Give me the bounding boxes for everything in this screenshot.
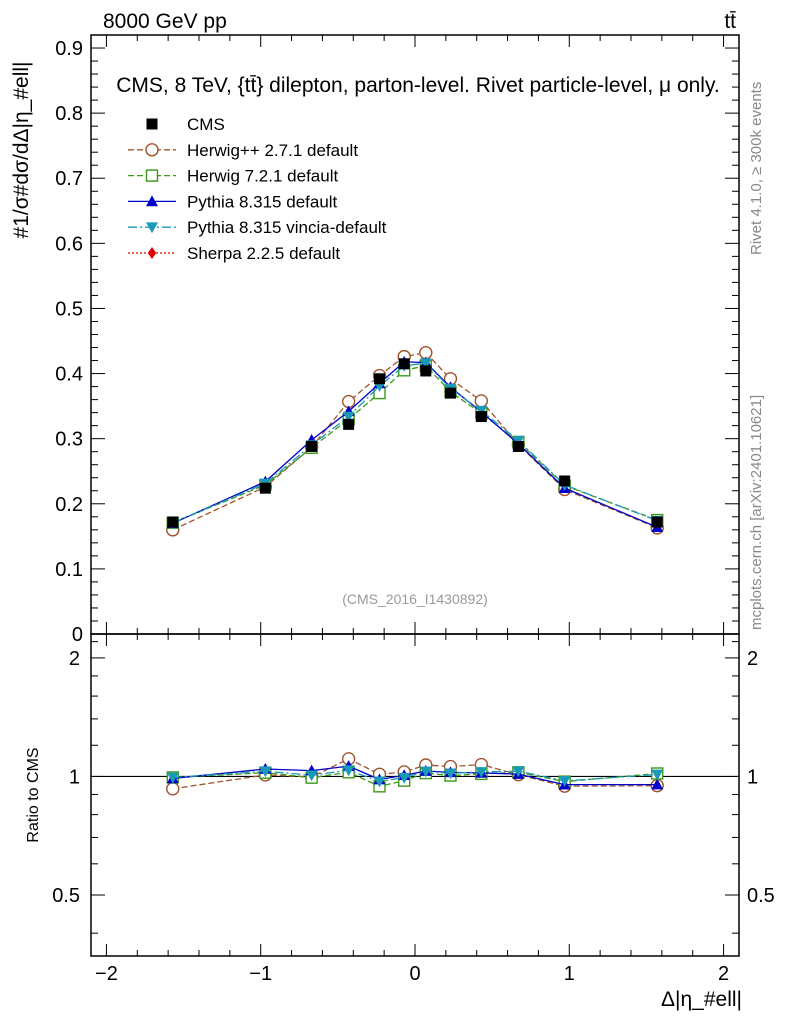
ratio-tick-label-right: 1 [747, 766, 758, 788]
y-axis-label-ratio: Ratio to CMS [25, 747, 42, 842]
ratio-plot-series [166, 752, 664, 796]
ratio-point-vincia [166, 772, 179, 784]
data-point-cms [651, 516, 663, 528]
y-tick-label: 0.3 [55, 429, 83, 451]
ratio-tick-label: 2 [69, 648, 80, 670]
main-plot-series [166, 346, 664, 537]
legend: CMS Herwig++ 2.7.1 default Herwig 7.2.1 de… [128, 115, 387, 263]
x-tick-label: −2 [95, 963, 118, 985]
y-tick-label: 0.5 [55, 298, 83, 320]
mcplots-label: mcplots.cern.ch [arXiv:2401.10621] [748, 395, 765, 630]
y-tick-label: 0.8 [55, 103, 83, 125]
ratio-point-vincia [558, 776, 571, 787]
ratio-point-vincia [419, 766, 432, 778]
rivet-version-label: Rivet 4.1.0, ≥ 300k events [748, 82, 765, 255]
plot-title: CMS, 8 TeV, {tt̄} dilepton, parton-level… [116, 74, 720, 97]
x-tick-label: 1 [564, 963, 575, 985]
ratio-plot-frame [90, 633, 740, 957]
ratio-line-pythia [172, 765, 658, 786]
data-point-vincia [419, 358, 432, 370]
ratio-tick-label-right: 2 [747, 648, 758, 670]
ratio-point-vincia [259, 766, 272, 778]
x-axis-label: Δ|η_#ell| [661, 988, 742, 1011]
ratio-tick-label: 0.5 [52, 885, 80, 907]
analysis-watermark: (CMS_2016_I1430892) [342, 591, 488, 607]
series-line-vincia [172, 362, 658, 524]
ratio-point-herwigpp [166, 782, 180, 796]
ratio-line-vincia [172, 769, 658, 782]
legend-marker-herwig7 [145, 169, 159, 182]
x-tick-label: −1 [249, 963, 272, 985]
ratio-point-vincia [342, 765, 355, 777]
legend-marker-sherpa [147, 247, 157, 259]
legend-marker-cms [146, 118, 158, 130]
ratio-point-vincia [305, 770, 318, 782]
series-line-pythia [172, 361, 658, 528]
data-point-cms [343, 418, 355, 430]
y-tick-label: 0.6 [55, 233, 83, 255]
y-tick-label: 0.7 [55, 168, 83, 190]
ratio-point-vincia [512, 766, 525, 778]
legend-label-cms: CMS [187, 115, 225, 134]
ratio-point-vincia [651, 769, 664, 781]
ratio-point-vincia [475, 767, 488, 778]
y-tick-label: 0.2 [55, 494, 83, 516]
header-process-label: tt̄ [724, 10, 736, 33]
legend-label-herwig7: Herwig 7.2.1 default [187, 167, 338, 186]
legend-label-sherpa: Sherpa 2.2.5 default [187, 244, 340, 263]
x-tick-label: 2 [718, 963, 729, 985]
y-tick-label: 0 [72, 624, 83, 646]
data-point-cms [444, 387, 456, 399]
data-point-cms [398, 358, 410, 370]
axes-ticks: −2 −1 0 1 200.10.20.30.40.50.60.70.80.90.5 0.… [52, 35, 775, 985]
legend-marker-vincia [146, 222, 158, 234]
data-point-cms [420, 365, 432, 377]
y-tick-label: 0.9 [55, 38, 83, 60]
data-point-cms [306, 440, 318, 452]
legend-label-pythia: Pythia 8.315 default [187, 192, 338, 211]
y-tick-label: 0.4 [55, 364, 83, 386]
data-point-cms [167, 516, 179, 528]
series-line-herwig7 [172, 365, 658, 524]
y-axis-label-main: #1/σ#dσ/dΔ|η_#ell| [10, 62, 33, 239]
ratio-line-herwigpp [172, 758, 658, 790]
legend-label-herwigpp: Herwig++ 2.7.1 default [187, 141, 358, 160]
legend-marker-pythia [146, 195, 158, 207]
header-energy-label: 8000 GeV pp [103, 10, 227, 33]
ratio-tick-label: 1 [69, 766, 80, 788]
ratio-point-vincia [398, 772, 411, 784]
data-point-cms [475, 411, 487, 423]
ratio-tick-label-right: 0.5 [747, 885, 775, 907]
data-point-cms [559, 475, 571, 487]
data-point-cms [374, 373, 386, 385]
ratio-point-vincia [373, 776, 386, 788]
data-point-cms [512, 440, 524, 452]
ratio-point-vincia [444, 768, 457, 780]
legend-label-vincia: Pythia 8.315 vincia-default [187, 218, 387, 237]
data-point-vincia [342, 411, 355, 423]
series-line-herwigpp [172, 352, 658, 531]
ratio-point-pythia [651, 778, 664, 790]
ratio-line-herwig7 [172, 771, 658, 788]
x-tick-label: 0 [409, 963, 420, 985]
legend-marker-herwigpp [145, 143, 159, 157]
data-point-cms [259, 482, 271, 494]
data-point-herwigpp [474, 394, 489, 408]
y-tick-label: 0.1 [55, 559, 83, 581]
